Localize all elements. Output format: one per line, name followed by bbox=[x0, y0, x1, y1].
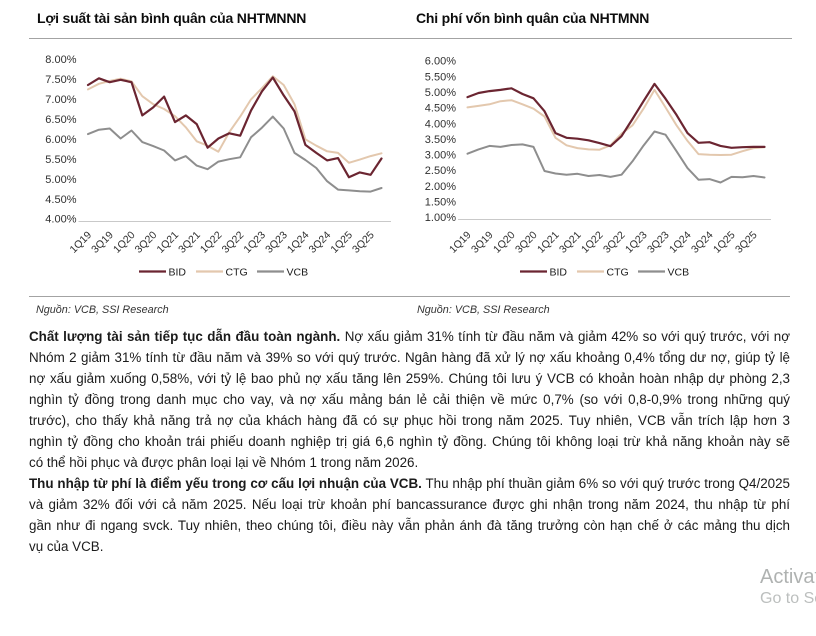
svg-text:1Q21: 1Q21 bbox=[154, 229, 181, 256]
svg-text:1Q21: 1Q21 bbox=[535, 229, 562, 256]
svg-text:1Q19: 1Q19 bbox=[447, 229, 474, 256]
svg-text:8.00%: 8.00% bbox=[45, 54, 76, 66]
svg-text:1Q20: 1Q20 bbox=[491, 229, 518, 256]
svg-text:1Q25: 1Q25 bbox=[328, 229, 355, 256]
svg-text:3Q20: 3Q20 bbox=[513, 229, 540, 256]
svg-text:1Q24: 1Q24 bbox=[285, 229, 312, 256]
svg-text:1Q23: 1Q23 bbox=[241, 229, 268, 256]
svg-text:3Q21: 3Q21 bbox=[557, 229, 584, 256]
svg-text:1Q22: 1Q22 bbox=[198, 229, 225, 256]
svg-text:3Q19: 3Q19 bbox=[89, 229, 116, 256]
svg-text:7.50%: 7.50% bbox=[45, 74, 76, 86]
svg-text:3Q22: 3Q22 bbox=[220, 229, 247, 256]
svg-text:1Q24: 1Q24 bbox=[667, 229, 694, 256]
svg-text:4.50%: 4.50% bbox=[45, 194, 76, 206]
svg-text:2.50%: 2.50% bbox=[425, 165, 456, 177]
svg-text:1Q22: 1Q22 bbox=[579, 229, 606, 256]
svg-text:3Q25: 3Q25 bbox=[733, 229, 760, 256]
svg-text:6.00%: 6.00% bbox=[45, 134, 76, 146]
svg-text:3Q23: 3Q23 bbox=[645, 229, 672, 256]
svg-text:3.50%: 3.50% bbox=[425, 134, 456, 146]
svg-text:5.50%: 5.50% bbox=[425, 71, 456, 83]
svg-text:3Q21: 3Q21 bbox=[176, 229, 203, 256]
svg-text:1Q19: 1Q19 bbox=[67, 229, 94, 256]
svg-text:7.00%: 7.00% bbox=[45, 94, 76, 106]
svg-text:4.00%: 4.00% bbox=[425, 118, 456, 130]
svg-text:3Q20: 3Q20 bbox=[133, 229, 160, 256]
svg-text:5.00%: 5.00% bbox=[425, 87, 456, 99]
svg-text:4.00%: 4.00% bbox=[45, 214, 76, 226]
svg-text:1Q23: 1Q23 bbox=[623, 229, 650, 256]
svg-text:3Q24: 3Q24 bbox=[689, 229, 716, 256]
svg-text:1.00%: 1.00% bbox=[425, 212, 456, 224]
svg-text:3Q23: 3Q23 bbox=[263, 229, 290, 256]
svg-text:4.50%: 4.50% bbox=[425, 103, 456, 115]
svg-text:BID: BID bbox=[169, 266, 187, 278]
svg-text:3Q22: 3Q22 bbox=[601, 229, 628, 256]
svg-text:2.00%: 2.00% bbox=[425, 181, 456, 193]
svg-text:VCB: VCB bbox=[668, 266, 690, 278]
svg-text:1Q25: 1Q25 bbox=[711, 229, 738, 256]
svg-text:3Q24: 3Q24 bbox=[307, 229, 334, 256]
svg-text:5.50%: 5.50% bbox=[45, 154, 76, 166]
svg-text:CTG: CTG bbox=[226, 266, 248, 278]
svg-text:3Q25: 3Q25 bbox=[350, 229, 377, 256]
svg-text:6.50%: 6.50% bbox=[45, 114, 76, 126]
svg-text:3Q19: 3Q19 bbox=[469, 229, 496, 256]
svg-text:6.00%: 6.00% bbox=[425, 56, 456, 68]
svg-text:CTG: CTG bbox=[607, 266, 629, 278]
svg-text:3.00%: 3.00% bbox=[425, 150, 456, 162]
svg-text:1Q20: 1Q20 bbox=[111, 229, 138, 256]
svg-text:VCB: VCB bbox=[287, 266, 309, 278]
svg-text:BID: BID bbox=[550, 266, 568, 278]
svg-text:5.00%: 5.00% bbox=[45, 174, 76, 186]
svg-text:1.50%: 1.50% bbox=[425, 197, 456, 209]
